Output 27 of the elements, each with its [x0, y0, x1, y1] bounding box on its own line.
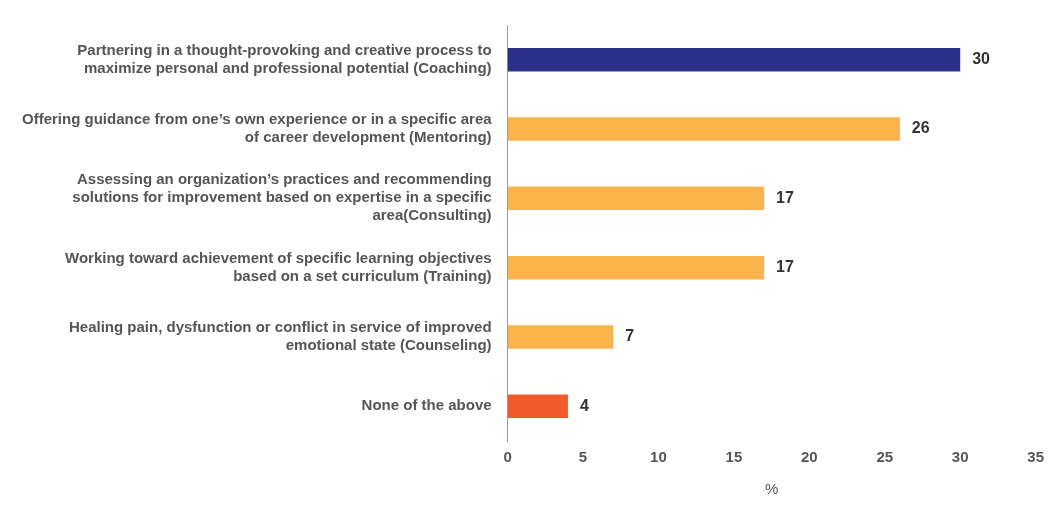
x-tick-label: 20 — [800, 448, 818, 466]
data-label: 30 — [972, 50, 991, 68]
data-label: 4 — [579, 396, 589, 414]
x-tick-label: 30 — [951, 448, 969, 466]
x-tick-label: 10 — [650, 448, 667, 466]
data-label: 17 — [776, 258, 794, 276]
y-tick-label: Assessing an organization’s practices and recommending solutions for improvement based on expertise in a specific area(Consulting) — [72, 170, 492, 224]
y-tick-label: Healing pain, dysfunction or conflict in service of improved emotional state (Counseling) — [69, 318, 492, 354]
bar — [507, 186, 765, 211]
data-label: 7 — [625, 327, 635, 345]
x-tick-label: 15 — [725, 448, 743, 466]
x-axis-title: % — [764, 480, 779, 498]
data-label: 17 — [776, 188, 794, 206]
bar — [507, 117, 900, 141]
y-tick-label: None of the above — [361, 396, 492, 414]
y-tick-label: Partnering in a thought-provoking and creative process to maximize personal and professional potential (Coaching) — [77, 40, 492, 76]
y-tick-label: Working toward achievement of specific learning objectives based on a set curriculum (Training) — [65, 248, 492, 284]
bar — [507, 47, 961, 72]
x-tick-label: 35 — [1027, 448, 1044, 466]
x-tick-label: 25 — [876, 448, 894, 466]
x-tick-label: 0 — [503, 448, 512, 466]
bar — [507, 325, 614, 349]
x-tick-label: 5 — [578, 448, 588, 466]
bar — [507, 394, 568, 419]
bar — [507, 255, 765, 280]
data-label: 26 — [911, 119, 930, 137]
y-tick-label: Offering guidance from one’s own experience or in a specific area of career development (Mentoring) — [22, 110, 493, 146]
